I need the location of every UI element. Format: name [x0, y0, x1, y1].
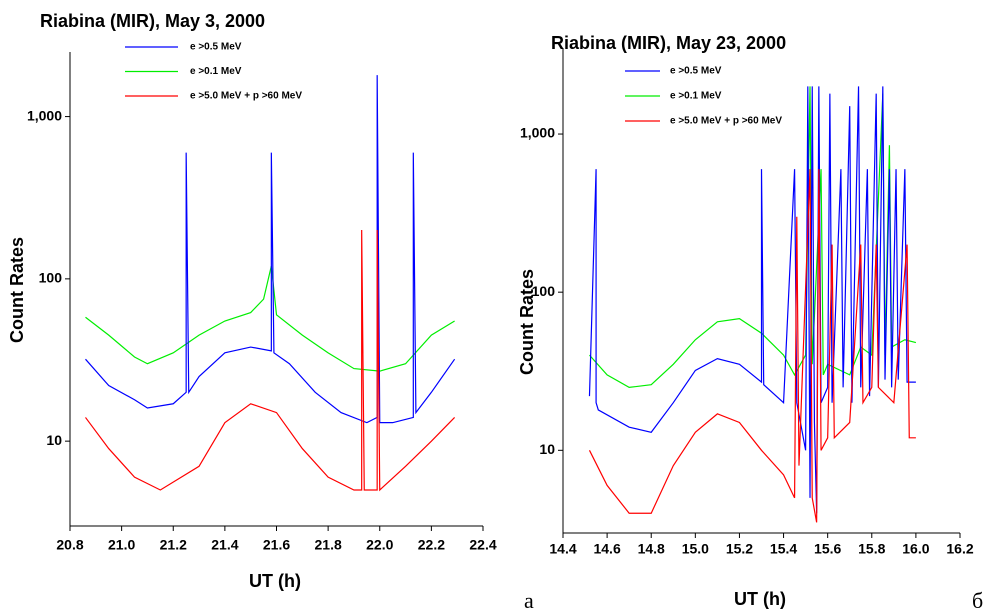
plot-area — [588, 86, 917, 523]
x-axis-label: UT (h) — [734, 589, 786, 609]
x-tick-label: 14.8 — [638, 541, 665, 557]
y-tick-label: 100 — [532, 283, 556, 299]
chart-title: Riabina (MIR), May 3, 2000 — [40, 11, 265, 31]
data-line — [85, 265, 455, 372]
data-line — [588, 169, 916, 523]
x-tick-label: 15.4 — [770, 541, 797, 557]
legend-label: e >0.5 MeV — [670, 66, 722, 77]
y-axis-label: Count Rates — [7, 237, 27, 343]
y-tick-label: 10 — [539, 441, 555, 457]
chart-title: Riabina (MIR), May 23, 2000 — [551, 33, 786, 53]
panel-caption: б — [972, 588, 983, 613]
y-tick-label: 10 — [46, 432, 62, 448]
x-tick-label: 16.0 — [902, 541, 929, 557]
legend-label: e >0.5 MeV — [190, 42, 242, 53]
data-line — [589, 86, 917, 388]
y-tick-label: 1,000 — [27, 107, 62, 123]
x-tick-label: 22.2 — [418, 537, 445, 553]
legend-label: e >0.1 MeV — [670, 91, 722, 102]
x-tick-label: 15.2 — [726, 541, 753, 557]
data-line — [85, 230, 456, 492]
chart-panel: Riabina (MIR), May 23, 2000 10 100 1,000 14.… — [517, 33, 983, 613]
panel-caption: a — [524, 588, 534, 613]
x-tick-label: 21.8 — [315, 537, 342, 553]
x-tick-label: 22.0 — [366, 537, 393, 553]
x-tick-label: 21.4 — [211, 537, 238, 553]
y-tick-label: 100 — [39, 270, 63, 286]
x-tick-label: 21.6 — [263, 537, 290, 553]
x-axis-label: UT (h) — [249, 571, 301, 591]
legend-label: e >0.1 MeV — [190, 66, 242, 77]
x-tick-label: 15.8 — [858, 541, 885, 557]
y-tick-label: 1,000 — [520, 125, 555, 141]
x-tick-label: 22.4 — [469, 537, 496, 553]
legend-label: e >5.0 MeV + p >60 MeV — [670, 116, 782, 127]
data-line — [85, 75, 456, 424]
x-tick-label: 21.0 — [108, 537, 135, 553]
plot-area — [85, 75, 456, 492]
legend-label: e >5.0 MeV + p >60 MeV — [190, 91, 302, 102]
x-tick-label: 20.8 — [56, 537, 83, 553]
x-tick-label: 21.2 — [160, 537, 187, 553]
x-tick-label: 15.6 — [814, 541, 841, 557]
y-axis-label: Count Rates — [517, 269, 537, 375]
chart-panel: Riabina (MIR), May 3, 2000 10 100 1,000 20.8… — [7, 11, 534, 613]
x-tick-label: 14.6 — [593, 541, 620, 557]
x-tick-label: 15.0 — [682, 541, 709, 557]
x-tick-label: 16.2 — [946, 541, 973, 557]
data-line — [588, 86, 916, 514]
x-tick-label: 14.4 — [549, 541, 576, 557]
